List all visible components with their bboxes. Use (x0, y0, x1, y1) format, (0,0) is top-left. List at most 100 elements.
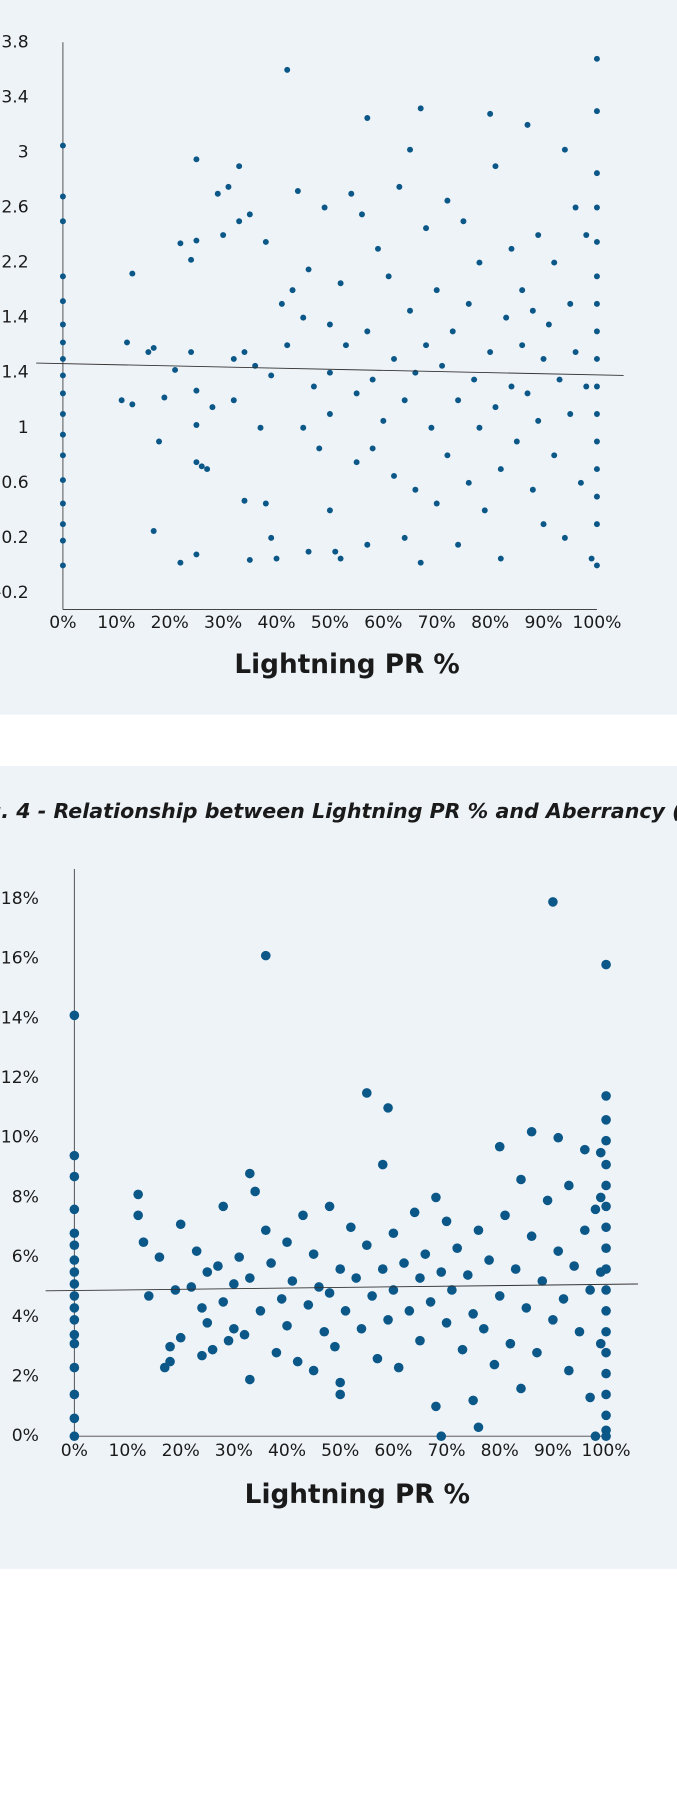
scatter-point (463, 1270, 473, 1280)
x-tick-label: 30% (215, 1441, 253, 1461)
x-tick-label: 20% (151, 613, 189, 633)
scatter-point (69, 1279, 80, 1289)
scatter-point (353, 459, 360, 466)
scatter-point (156, 438, 163, 445)
scatter-point (266, 1258, 276, 1268)
scatter-point (282, 1237, 292, 1247)
scatter-point (154, 1252, 165, 1262)
scatter-point (298, 1210, 308, 1221)
scatter-point (519, 342, 526, 349)
scatter-point (175, 1219, 186, 1230)
scatter-point (59, 431, 66, 438)
scatter-point (198, 463, 205, 470)
scatter-point (340, 1306, 351, 1316)
scatter-point (348, 190, 355, 197)
scatter-point (590, 1431, 601, 1442)
scatter-point (391, 472, 397, 479)
scatter-point (305, 266, 312, 273)
scatter-point (593, 238, 600, 245)
scatter-point (574, 1326, 585, 1337)
scatter-point (197, 1303, 207, 1313)
y-tick-label: 16% (1, 949, 39, 969)
scatter-point (542, 1195, 553, 1206)
x-tick-label: 60% (374, 1441, 412, 1461)
scatter-point (436, 1267, 447, 1277)
scatter-point (593, 383, 600, 390)
scatter-point (303, 1300, 314, 1310)
scatter-point (225, 183, 232, 190)
scatter-point (69, 1413, 80, 1424)
scatter-point (69, 1329, 80, 1340)
scatter-point (420, 1249, 431, 1259)
scatter-point (175, 1332, 186, 1343)
scatter-point (383, 1315, 393, 1325)
scatter-point (452, 1243, 462, 1253)
scatter-point (294, 188, 301, 194)
scatter-point (245, 1273, 255, 1283)
scatter-point (583, 383, 590, 390)
scatter-point (601, 1201, 611, 1212)
scatter-point (129, 270, 136, 277)
scatter-point (133, 1189, 143, 1200)
scatter-point (460, 218, 467, 225)
scatter-point (332, 548, 339, 555)
scatter-point (601, 1264, 611, 1274)
scatter-point (417, 559, 424, 566)
scatter-point (209, 404, 216, 411)
scatter-point (580, 1225, 590, 1236)
scatter-point (220, 232, 227, 239)
scatter-point (601, 1115, 611, 1125)
x-tick-label: 90% (524, 613, 562, 633)
scatter-point (223, 1335, 234, 1346)
y-tick-label: 14% (1, 1008, 39, 1028)
scatter-point (431, 1192, 441, 1203)
scatter-point (564, 1365, 574, 1376)
scatter-point (561, 146, 568, 153)
y-tick-label: 2.2 (1, 253, 28, 273)
scatter-point (150, 344, 157, 351)
scatter-point (59, 537, 66, 544)
scatter-point (399, 1258, 409, 1268)
scatter-point (257, 424, 264, 431)
scatter-point (69, 1291, 80, 1301)
scatter-point (391, 355, 397, 362)
scatter-point (59, 562, 66, 569)
scatter-point (326, 321, 333, 328)
scatter-point (494, 1141, 505, 1152)
scatter-point (375, 245, 381, 252)
scatter-point (516, 1174, 526, 1185)
scatter-point (321, 204, 328, 211)
scatter-point (508, 383, 515, 390)
scatter-point (476, 259, 483, 266)
scatter-point (372, 1353, 383, 1364)
scatter-point (588, 555, 595, 562)
scatter-point (69, 1228, 80, 1239)
scatter-point (476, 424, 483, 431)
scatter-point (229, 1323, 239, 1334)
scatter-point (601, 1410, 611, 1421)
scatter-point (465, 479, 472, 486)
scatter-point (124, 339, 130, 346)
scatter-point (593, 493, 600, 500)
scatter-point (487, 349, 494, 356)
x-tick-label: 20% (162, 1441, 200, 1461)
scatter-point (593, 300, 600, 307)
scatter-point (369, 445, 376, 452)
x-tick-label: 100% (582, 1441, 631, 1461)
y-tick-label: 12% (1, 1068, 39, 1088)
scatter-point (236, 218, 243, 225)
scatter-point (521, 1303, 532, 1313)
scatter-point (471, 376, 478, 383)
scatter-point (601, 1180, 611, 1191)
scatter-point (197, 1350, 207, 1361)
scatter-point (524, 121, 531, 128)
x-tick-label: 90% (534, 1441, 572, 1461)
scatter-point (59, 452, 66, 459)
scatter-point (284, 66, 291, 73)
scatter-point (172, 366, 179, 373)
scatter-point (558, 1294, 569, 1304)
scatter-point (245, 1168, 255, 1179)
scatter-point (580, 1144, 590, 1155)
scatter-point (69, 1303, 80, 1313)
scatter-point (245, 1374, 255, 1385)
